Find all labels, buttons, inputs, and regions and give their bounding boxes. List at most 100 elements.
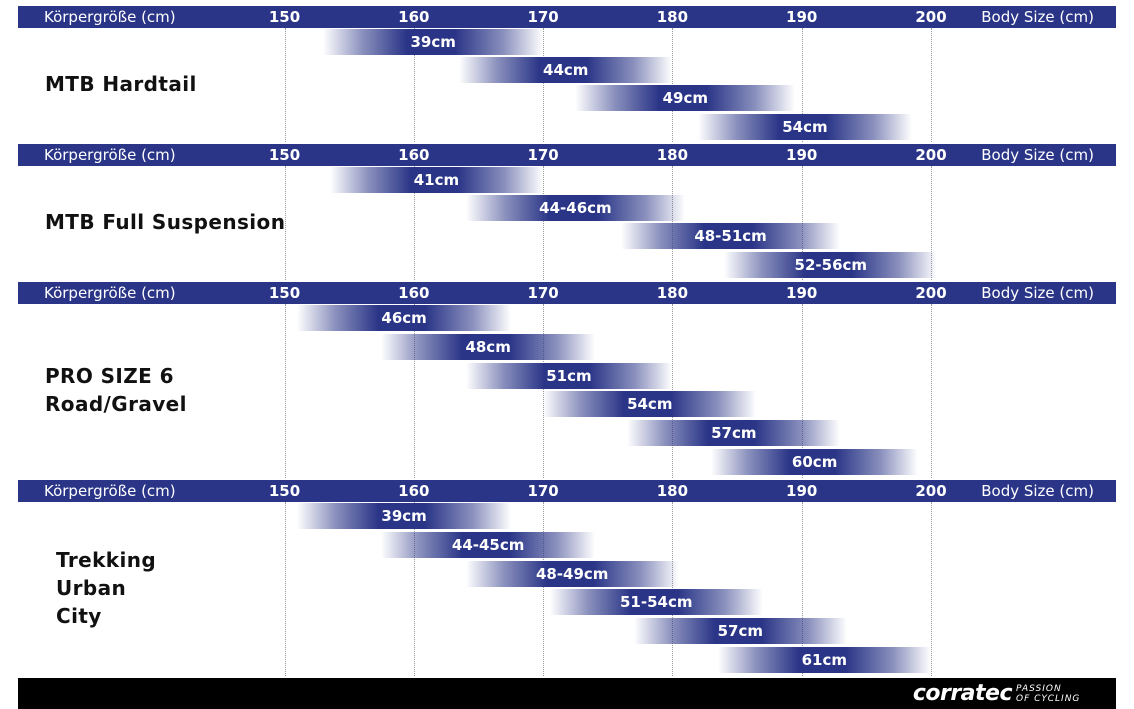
footer-bar: corratec PASSION OF CYCLING (18, 678, 1116, 709)
axis-band: Körpergröße (cm) Body Size (cm) 150 160 170 1… (18, 480, 1116, 502)
size-bar: 51-54cm (549, 589, 763, 616)
category-label: PRO SIZE 6 Road/Gravel (45, 362, 187, 418)
axis-label-en: Body Size (cm) (981, 482, 1094, 500)
gridline (931, 28, 932, 142)
axis-band: Körpergröße (cm) Body Size (cm) 150 160 170 1… (18, 144, 1116, 166)
gridline (414, 28, 415, 142)
size-label: 57cm (711, 424, 757, 443)
tick-label: 160 (398, 284, 430, 302)
gridline (414, 502, 415, 676)
axis-label-de: Körpergröße (cm) (44, 8, 176, 26)
axis-label-en: Body Size (cm) (981, 284, 1094, 302)
size-label: 41cm (413, 171, 460, 189)
size-bar: 49cm (575, 85, 796, 112)
tick-label: 170 (527, 146, 559, 164)
size-label: 48-51cm (694, 227, 767, 246)
size-label: 44-46cm (539, 199, 612, 218)
gridline (285, 502, 286, 676)
size-label: 57cm (717, 622, 763, 641)
size-bar: 44-45cm (381, 531, 595, 558)
gridline (672, 28, 673, 142)
size-label: 54cm (627, 395, 673, 414)
size-label: 39cm (381, 507, 427, 525)
size-bar: 44cm (459, 57, 673, 84)
axis-label-de: Körpergröße (cm) (44, 146, 176, 164)
size-bar: 46cm (297, 305, 511, 331)
gridline (543, 166, 544, 280)
size-bar: 54cm (543, 391, 757, 418)
tick-label: 180 (656, 146, 689, 164)
size-label: 46cm (381, 309, 427, 327)
gridline (802, 28, 803, 142)
gridline (285, 304, 286, 478)
category-label-line: Road/Gravel (45, 392, 187, 416)
axis-label-en: Body Size (cm) (981, 146, 1094, 164)
gridline (931, 502, 932, 676)
axis-label-en: Body Size (cm) (981, 8, 1094, 26)
category-label-line: Trekking (56, 548, 157, 572)
tick-label: 180 (656, 8, 689, 26)
size-label: 60cm (791, 453, 838, 471)
tagline-line: PASSION (1016, 684, 1062, 694)
size-bar: 61cm (717, 647, 931, 673)
gridline (543, 28, 544, 142)
gridline (802, 166, 803, 280)
gridline (672, 166, 673, 280)
gridline (672, 502, 673, 676)
axis-band: Körpergröße (cm) Body Size (cm) 150 160 170 1… (18, 6, 1116, 28)
tick-label: 190 (786, 8, 818, 26)
tick-label: 190 (786, 146, 818, 164)
tick-label: 200 (915, 482, 947, 500)
gridline (543, 304, 544, 478)
size-bar: 41cm (329, 167, 544, 193)
size-bar: 57cm (633, 618, 847, 645)
size-label: 52-56cm (794, 255, 868, 274)
tick-label: 150 (268, 8, 301, 26)
axis-label-de: Körpergröße (cm) (44, 482, 176, 500)
size-group: Körpergröße (cm) Body Size (cm) 150 160 170 1… (0, 282, 1134, 478)
size-bar: 60cm (711, 449, 919, 475)
tick-label: 160 (398, 482, 430, 500)
tick-label: 160 (398, 146, 430, 164)
axis-band: Körpergröße (cm) Body Size (cm) 150 160 170 1… (18, 282, 1116, 304)
size-label: 54cm (782, 117, 828, 136)
gridline (414, 304, 415, 478)
size-group: Körpergröße (cm) Body Size (cm) 150 160 170 1… (0, 144, 1134, 280)
category-label-line: PRO SIZE 6 (45, 364, 174, 388)
tick-label: 170 (527, 482, 559, 500)
size-label: 51-54cm (619, 593, 693, 612)
size-bar: 54cm (698, 113, 912, 140)
size-label: 44-45cm (451, 535, 525, 554)
tick-label: 170 (527, 8, 559, 26)
corratec-logo: corratec (912, 681, 1013, 706)
gridline (285, 166, 286, 280)
tagline-line: OF CYCLING (1016, 694, 1081, 704)
gridline (672, 304, 673, 478)
size-label: 39cm (410, 33, 456, 51)
category-label: MTB Hardtail (45, 70, 197, 98)
size-bar: 57cm (627, 420, 841, 447)
tick-label: 180 (656, 284, 689, 302)
tick-label: 200 (915, 8, 947, 26)
category-label: MTB Full Suspension (45, 208, 285, 236)
tick-label: 150 (268, 284, 301, 302)
gridline (802, 304, 803, 478)
tick-label: 200 (915, 146, 947, 164)
size-bar: 52-56cm (724, 251, 938, 278)
gridline (414, 166, 415, 280)
size-bar: 48-49cm (465, 560, 679, 587)
category-label-line: Urban (56, 576, 127, 600)
size-label: 51cm (546, 366, 592, 385)
size-bar: 48-51cm (620, 223, 841, 250)
tick-label: 170 (527, 284, 559, 302)
size-bar: 44-46cm (465, 195, 686, 222)
tick-label: 200 (915, 284, 947, 302)
brand-tagline: PASSION OF CYCLING (1016, 684, 1094, 704)
tick-label: 150 (268, 482, 301, 500)
category-label-line: City (56, 604, 102, 628)
gridline (802, 502, 803, 676)
size-bar: 48cm (381, 333, 595, 360)
size-group: Körpergröße (cm) Body Size (cm) 150 160 170 1… (0, 6, 1134, 142)
tick-label: 150 (268, 146, 301, 164)
category-label: Trekking Urban City (56, 546, 156, 630)
